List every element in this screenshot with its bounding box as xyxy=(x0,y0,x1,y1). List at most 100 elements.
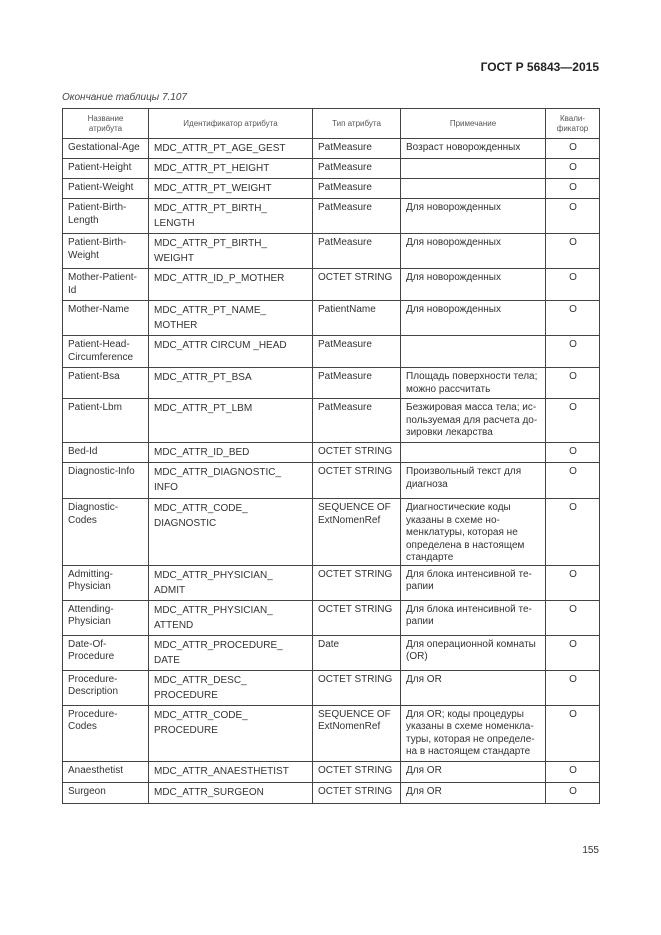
table-caption: Окончание таблицы 7.107 xyxy=(62,92,187,103)
cell-attribute-name: Patient-Head- Circumference xyxy=(62,335,149,368)
cell-attribute-type: OCTET STRING xyxy=(312,462,401,499)
cell-attribute-id: MDC_ATTR_PT_LBM xyxy=(148,398,313,443)
cell-attribute-id: MDC_ATTR_DESC_ PROCEDURE xyxy=(148,669,313,706)
cell-note xyxy=(400,178,546,199)
table-row: Attending- Physician MDC_ATTR_PHYSICIAN_ … xyxy=(62,599,600,636)
cell-note: Для блока интенсивной те- рапии xyxy=(400,564,546,601)
cell-note: Для OR xyxy=(400,760,546,783)
cell-note xyxy=(400,158,546,179)
cell-attribute-type: OCTET STRING xyxy=(312,781,401,804)
cell-qualifier: O xyxy=(545,704,600,762)
cell-qualifier: O xyxy=(545,398,600,443)
cell-attribute-name: Diagnostic- Codes xyxy=(62,498,149,566)
cell-attribute-id: MDC_ATTR_CODE_ PROCEDURE xyxy=(148,704,313,762)
cell-attribute-id: MDC_ATTR_PHYSICIAN_ ADMIT xyxy=(148,564,313,601)
cell-qualifier: O xyxy=(545,178,600,199)
cell-attribute-id: MDC_ATTR_PT_HEIGHT xyxy=(148,158,313,179)
cell-attribute-id: MDC_ATTR_PT_AGE_GEST xyxy=(148,138,313,159)
cell-attribute-id: MDC_ATTR_PT_WEIGHT xyxy=(148,178,313,199)
cell-attribute-name: Procedure- Description xyxy=(62,669,149,706)
cell-attribute-id: MDC_ATTR_PHYSICIAN_ ATTEND xyxy=(148,599,313,636)
cell-attribute-id: MDC_ATTR_ID_P_MOTHER xyxy=(148,268,313,301)
table-row: Patient-Weight MDC_ATTR_PT_WEIGHT PatMeasu… xyxy=(62,178,600,199)
table-row: Patient-Bsa MDC_ATTR_PT_BSA PatMeasure Площ… xyxy=(62,367,600,399)
cell-attribute-type: SEQUENCE OF ExtNomenRef xyxy=(312,498,401,566)
cell-attribute-name: Date-Of- Procedure xyxy=(62,634,149,671)
column-header-qualifier: Квали- фикатор xyxy=(545,108,600,139)
cell-attribute-id: MDC_ATTR_DIAGNOSTIC_ INFO xyxy=(148,462,313,499)
cell-attribute-name: Patient-Weight xyxy=(62,178,149,199)
cell-qualifier: O xyxy=(545,442,600,463)
cell-attribute-name: Gestational-Age xyxy=(62,138,149,159)
cell-attribute-name: Mother-Name xyxy=(62,300,149,336)
cell-attribute-type: PatientName xyxy=(312,300,401,336)
cell-attribute-id: MDC_ATTR_CODE_ DIAGNOSTIC xyxy=(148,498,313,566)
cell-attribute-type: SEQUENCE OF ExtNomenRef xyxy=(312,704,401,762)
cell-attribute-id: MDC_ATTR_ID_BED xyxy=(148,442,313,463)
table-header-row: Название атрибута Идентификатор атрибута Т… xyxy=(62,108,600,139)
column-header-attribute-type: Тип атрибута xyxy=(312,108,401,139)
cell-attribute-id: MDC_ATTR_ANAESTHETIST xyxy=(148,760,313,783)
cell-note: Возраст новорожденных xyxy=(400,138,546,159)
cell-note: Произвольный текст для диагноза xyxy=(400,462,546,499)
table-row: Mother-Patient- Id MDC_ATTR_ID_P_MOTHER OC… xyxy=(62,268,600,301)
table-row: Bed-Id MDC_ATTR_ID_BED OCTET STRING O xyxy=(62,442,600,463)
table-row: Procedure- Description MDC_ATTR_DESC_ PRO… xyxy=(62,669,600,706)
cell-qualifier: O xyxy=(545,138,600,159)
table-row: Patient-Birth- Length MDC_ATTR_PT_BIRTH_ … xyxy=(62,198,600,234)
cell-attribute-type: PatMeasure xyxy=(312,398,401,443)
document-code: ГОСТ Р 56843—2015 xyxy=(480,60,599,74)
cell-attribute-type: OCTET STRING xyxy=(312,442,401,463)
cell-qualifier: O xyxy=(545,367,600,399)
cell-attribute-id: MDC_ATTR_PROCEDURE_ DATE xyxy=(148,634,313,671)
table-row: Mother-Name MDC_ATTR_PT_NAME_ MOTHER Patie… xyxy=(62,300,600,336)
column-header-attribute-name: Название атрибута xyxy=(62,108,149,139)
cell-qualifier: O xyxy=(545,760,600,783)
cell-note: Безжировая масса тела; ис- пользуемая дл… xyxy=(400,398,546,443)
cell-qualifier: O xyxy=(545,599,600,636)
cell-note: Площадь поверхности тела; можно рассчита… xyxy=(400,367,546,399)
page-number: 155 xyxy=(582,845,599,856)
cell-note: Для OR; коды процедуры указаны в схеме н… xyxy=(400,704,546,762)
column-header-attribute-id: Идентификатор атрибута xyxy=(148,108,313,139)
cell-attribute-name: Surgeon xyxy=(62,781,149,804)
cell-qualifier: O xyxy=(545,158,600,179)
cell-attribute-type: PatMeasure xyxy=(312,335,401,368)
cell-attribute-name: Patient-Lbm xyxy=(62,398,149,443)
cell-attribute-name: Admitting- Physician xyxy=(62,564,149,601)
cell-attribute-type: PatMeasure xyxy=(312,233,401,269)
table-row: Patient-Lbm MDC_ATTR_PT_LBM PatMeasure Безж… xyxy=(62,398,600,443)
cell-note: Диагностические коды указаны в схеме но-… xyxy=(400,498,546,566)
column-header-note: Примечание xyxy=(400,108,546,139)
cell-qualifier: O xyxy=(545,335,600,368)
cell-note: Для OR xyxy=(400,781,546,804)
table-row: Date-Of- Procedure MDC_ATTR_PROCEDURE_ DA… xyxy=(62,634,600,671)
cell-attribute-id: MDC_ATTR_SURGEON xyxy=(148,781,313,804)
table-row: Diagnostic-Info MDC_ATTR_DIAGNOSTIC_ INFO… xyxy=(62,462,600,499)
table-row: Admitting- Physician MDC_ATTR_PHYSICIAN_ … xyxy=(62,564,600,601)
cell-note: Для OR xyxy=(400,669,546,706)
cell-attribute-name: Patient-Height xyxy=(62,158,149,179)
cell-note: Для новорожденных xyxy=(400,300,546,336)
cell-attribute-type: OCTET STRING xyxy=(312,268,401,301)
cell-attribute-type: Date xyxy=(312,634,401,671)
cell-attribute-id: MDC_ATTR_PT_BSA xyxy=(148,367,313,399)
cell-attribute-name: Patient-Birth- Length xyxy=(62,198,149,234)
table-row: Patient-Birth- Weight MDC_ATTR_PT_BIRTH_ … xyxy=(62,233,600,269)
cell-note: Для операционной комнаты (OR) xyxy=(400,634,546,671)
cell-attribute-type: OCTET STRING xyxy=(312,760,401,783)
cell-attribute-type: PatMeasure xyxy=(312,178,401,199)
cell-qualifier: O xyxy=(545,198,600,234)
cell-note: Для новорожденных xyxy=(400,268,546,301)
table-row: Anaesthetist MDC_ATTR_ANAESTHETIST OCTET S… xyxy=(62,760,600,783)
cell-qualifier: O xyxy=(545,300,600,336)
table-row: Patient-Head- Circumference MDC_ATTR CIRC… xyxy=(62,335,600,368)
cell-attribute-name: Procedure- Codes xyxy=(62,704,149,762)
table-row: Diagnostic- Codes MDC_ATTR_CODE_ DIAGNOST… xyxy=(62,498,600,566)
cell-attribute-id: MDC_ATTR_PT_BIRTH_ WEIGHT xyxy=(148,233,313,269)
cell-note: Для новорожденных xyxy=(400,233,546,269)
cell-attribute-name: Bed-Id xyxy=(62,442,149,463)
cell-qualifier: O xyxy=(545,634,600,671)
cell-attribute-name: Anaesthetist xyxy=(62,760,149,783)
